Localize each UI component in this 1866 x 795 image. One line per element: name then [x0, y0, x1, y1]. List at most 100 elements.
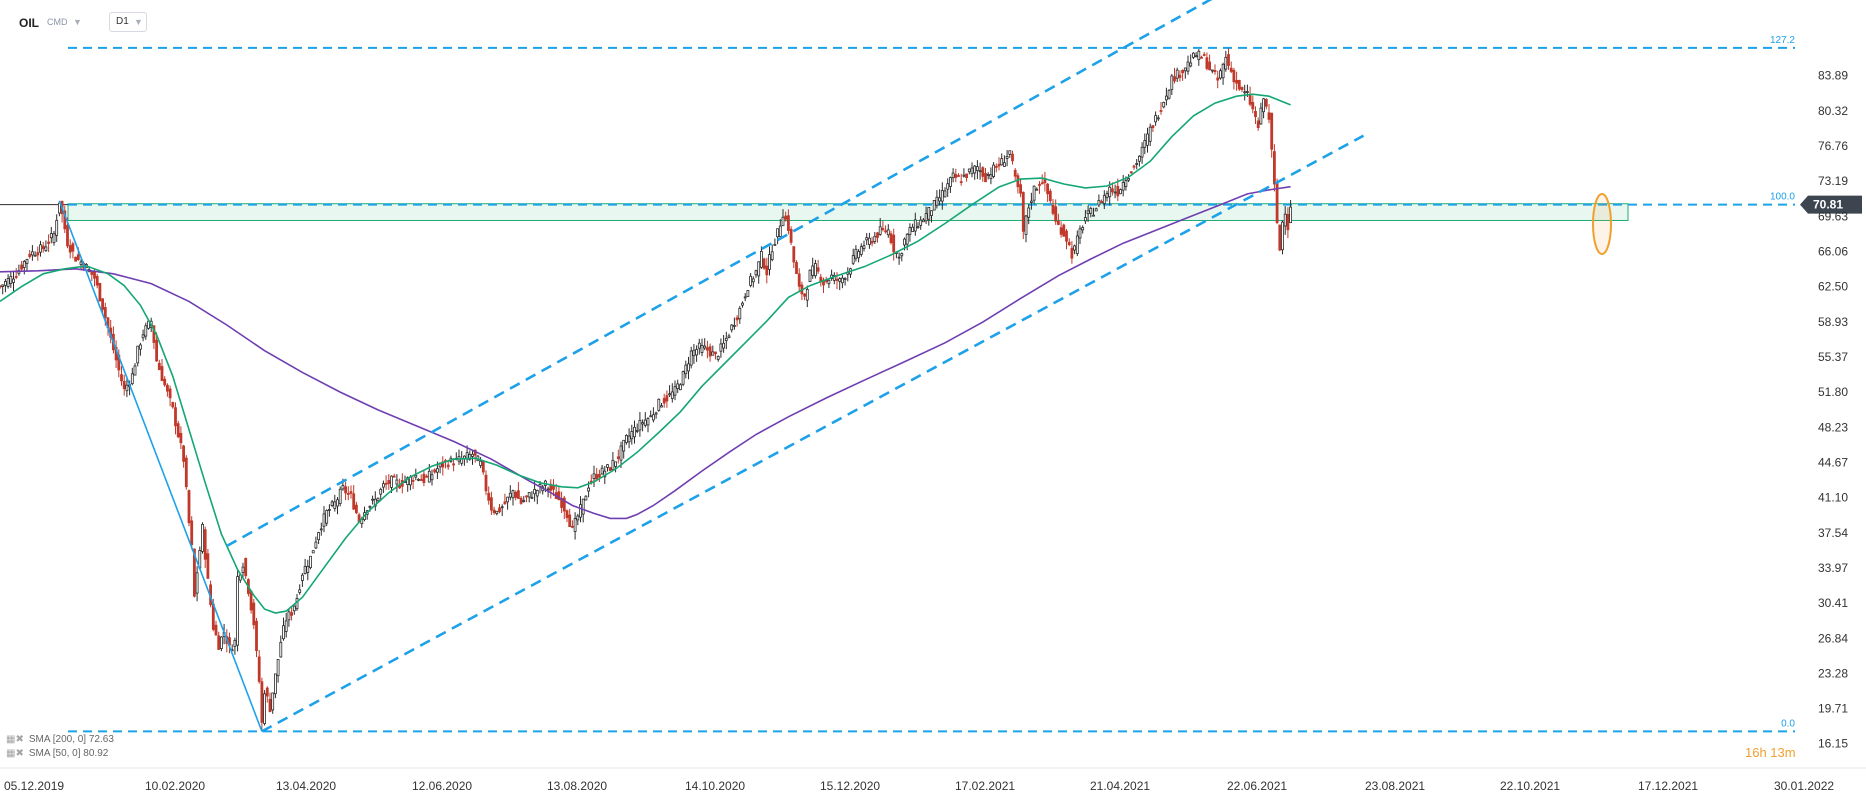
candle-body: [133, 365, 137, 376]
y-tick-label: 76.76: [1818, 139, 1848, 153]
candle-body: [519, 497, 523, 504]
candle-body: [716, 356, 720, 360]
candle-body: [905, 233, 909, 245]
candle-body: [576, 515, 580, 521]
candle-body: [1278, 224, 1282, 251]
candle-body: [687, 363, 690, 372]
candle-body: [992, 164, 995, 177]
candle-body: [1035, 188, 1039, 191]
candle-body: [273, 673, 277, 695]
candle-body: [406, 477, 410, 485]
candle-body: [954, 174, 958, 178]
candle-body: [1208, 61, 1211, 71]
candle-body: [1283, 213, 1287, 227]
candle-body: [595, 474, 599, 480]
candle-body: [614, 461, 617, 467]
legend-sma50-text: SMA [50, 0] 80.92: [28, 748, 109, 759]
candle-body: [946, 183, 950, 190]
candle-body: [897, 256, 901, 259]
legend-sma50[interactable]: ▦✖ SMA [50, 0] 80.92: [6, 748, 108, 759]
candle-body: [182, 445, 186, 462]
candle-body: [792, 246, 796, 263]
candle-body: [71, 243, 75, 252]
candle-body: [446, 464, 450, 468]
candle-body: [39, 244, 42, 253]
candle-body: [797, 273, 801, 287]
candle-body: [327, 509, 331, 511]
candle-body: [900, 253, 904, 257]
candle-body: [390, 475, 393, 488]
candle-body: [970, 167, 974, 175]
timeframe-selector[interactable]: D1 ▼: [109, 12, 147, 32]
legend-sma200[interactable]: ▦✖ SMA [200, 0] 72.63: [6, 734, 114, 745]
y-tick-label: 83.89: [1818, 69, 1848, 83]
candle-body: [749, 275, 752, 286]
candle-body: [808, 269, 812, 282]
candle-body: [1170, 75, 1174, 90]
candle-body: [244, 557, 248, 577]
candle-body: [930, 210, 933, 216]
candle-body: [1005, 156, 1009, 159]
candle-body: [622, 439, 626, 452]
candle-body: [557, 491, 561, 501]
candle-body: [1237, 79, 1241, 90]
support-zone-layer: [0, 203, 1629, 221]
sma-layer: [0, 93, 1291, 614]
candle-body: [1105, 193, 1109, 199]
candle-body: [762, 258, 766, 269]
candle-body: [1156, 117, 1160, 120]
candle-body: [795, 262, 798, 275]
timeframe-dropdown-icon[interactable]: ▼: [134, 17, 143, 27]
sma50-settings-icon[interactable]: ▦✖: [6, 748, 24, 759]
candle-body: [90, 271, 94, 275]
candle-body: [165, 384, 169, 392]
candle-body: [1000, 158, 1004, 166]
candle-body: [517, 490, 520, 499]
candle-body: [881, 228, 885, 230]
candle-body: [857, 251, 860, 259]
candle-body: [74, 256, 77, 262]
candle-body: [892, 234, 896, 253]
y-tick-label: 44.67: [1818, 455, 1848, 469]
candle-body: [20, 264, 24, 270]
candle-body: [1143, 140, 1147, 148]
current-price-badge: [1800, 195, 1862, 214]
sma200-settings-icon[interactable]: ▦✖: [6, 734, 24, 745]
candle-body: [1213, 70, 1217, 73]
candle-body: [500, 506, 504, 509]
candle-body: [0, 285, 2, 288]
sma50-line: [0, 93, 1291, 614]
candle-body: [1289, 206, 1292, 223]
candle-body: [287, 611, 291, 621]
candle-body: [411, 480, 415, 482]
candle-body: [535, 490, 539, 497]
candle-body: [957, 175, 960, 177]
candle-body: [336, 499, 339, 507]
candle-body: [1135, 163, 1139, 165]
candle-body: [1165, 95, 1168, 101]
candle-body: [1113, 191, 1117, 194]
candle-body: [176, 423, 180, 438]
candle-body: [754, 270, 758, 276]
candle-body: [616, 456, 620, 459]
candle-body: [611, 459, 615, 470]
y-tick-label: 51.80: [1818, 385, 1848, 399]
candle-body: [692, 349, 696, 357]
y-tick-label: 33.97: [1818, 561, 1848, 575]
candle-body: [695, 349, 698, 356]
candle-body: [1, 284, 5, 287]
y-tick-label: 55.37: [1818, 350, 1848, 364]
symbol-dropdown-icon[interactable]: ▼: [73, 17, 82, 27]
y-tick-label: 30.41: [1818, 596, 1848, 610]
candle-body: [346, 493, 350, 495]
y-tick-label: 23.28: [1818, 666, 1848, 680]
candle-body: [724, 337, 728, 341]
candle-body: [122, 380, 126, 390]
candle-body: [938, 197, 941, 202]
symbol-label[interactable]: OIL: [19, 16, 39, 30]
candle-body: [787, 215, 790, 231]
candle-body: [425, 475, 429, 478]
candle-body: [676, 383, 680, 389]
candle-body: [422, 473, 426, 483]
